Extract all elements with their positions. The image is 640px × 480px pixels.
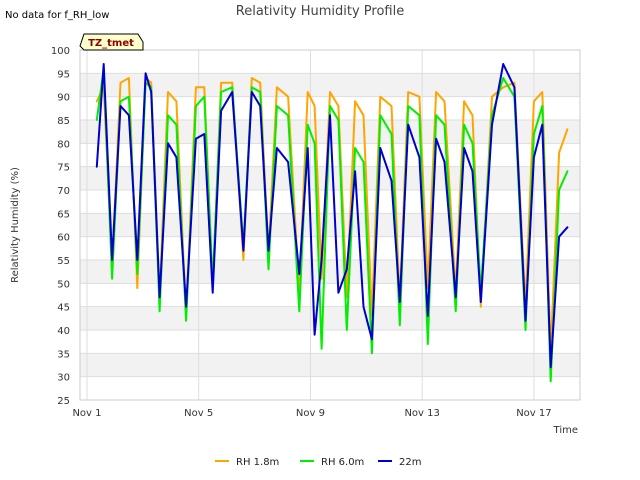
no-data-note: No data for f_RH_low (5, 10, 109, 21)
grid-band (80, 166, 580, 190)
y-axis-ticks: 25 30 35 40 45 50 55 60 65 70 75 80 85 90 95 100 (51, 46, 70, 407)
y-tick-label: 25 (57, 396, 70, 407)
grid-band (80, 260, 580, 284)
x-axis-title: Time (553, 425, 578, 436)
tag-label: TZ_tmet (88, 38, 134, 49)
y-tick-label: 75 (57, 163, 70, 174)
y-tick-label: 100 (51, 46, 70, 57)
y-tick-label: 55 (57, 256, 70, 267)
grid-band (80, 353, 580, 377)
grid-band (80, 213, 580, 237)
y-tick-label: 35 (57, 349, 70, 360)
y-tick-label: 95 (57, 69, 70, 80)
y-tick-label: 30 (57, 373, 70, 384)
x-tick-label: Nov 9 (296, 408, 325, 419)
y-tick-label: 85 (57, 116, 70, 127)
series-lines (95, 63, 569, 383)
chart-title: Relativity Humidity Profile (236, 4, 404, 19)
x-tick-label: Nov 1 (72, 408, 101, 419)
x-axis-ticks: Nov 1 Nov 5 Nov 9 Nov 13 Nov 17 (72, 408, 551, 419)
tag-box (79, 33, 144, 51)
plot-frame (79, 49, 581, 401)
series-line-3 (95, 63, 569, 369)
y-tick-label: 80 (57, 139, 70, 150)
y-tick-label: 45 (57, 303, 70, 314)
y-tick-label: 70 (57, 186, 70, 197)
y-tick-label: 40 (57, 326, 70, 337)
y-tick-label: 65 (57, 209, 70, 220)
legend: RH 1.8m RH 6.0m 22m (215, 457, 421, 468)
x-tick-label: Nov 5 (184, 408, 213, 419)
legend-label: RH 1.8m (236, 457, 279, 468)
y-axis-title: Relativity Humidity (%) (10, 167, 21, 283)
x-tick-label: Nov 13 (404, 408, 439, 419)
grid-band (80, 306, 580, 330)
y-tick-label: 90 (57, 93, 70, 104)
tz-tag: TZ_tmet (79, 33, 144, 51)
y-tick-label: 50 (57, 279, 70, 290)
legend-label: 22m (399, 457, 421, 468)
x-tick-label: Nov 17 (516, 408, 551, 419)
legend-label: RH 6.0m (321, 457, 364, 468)
y-tick-label: 60 (57, 233, 70, 244)
